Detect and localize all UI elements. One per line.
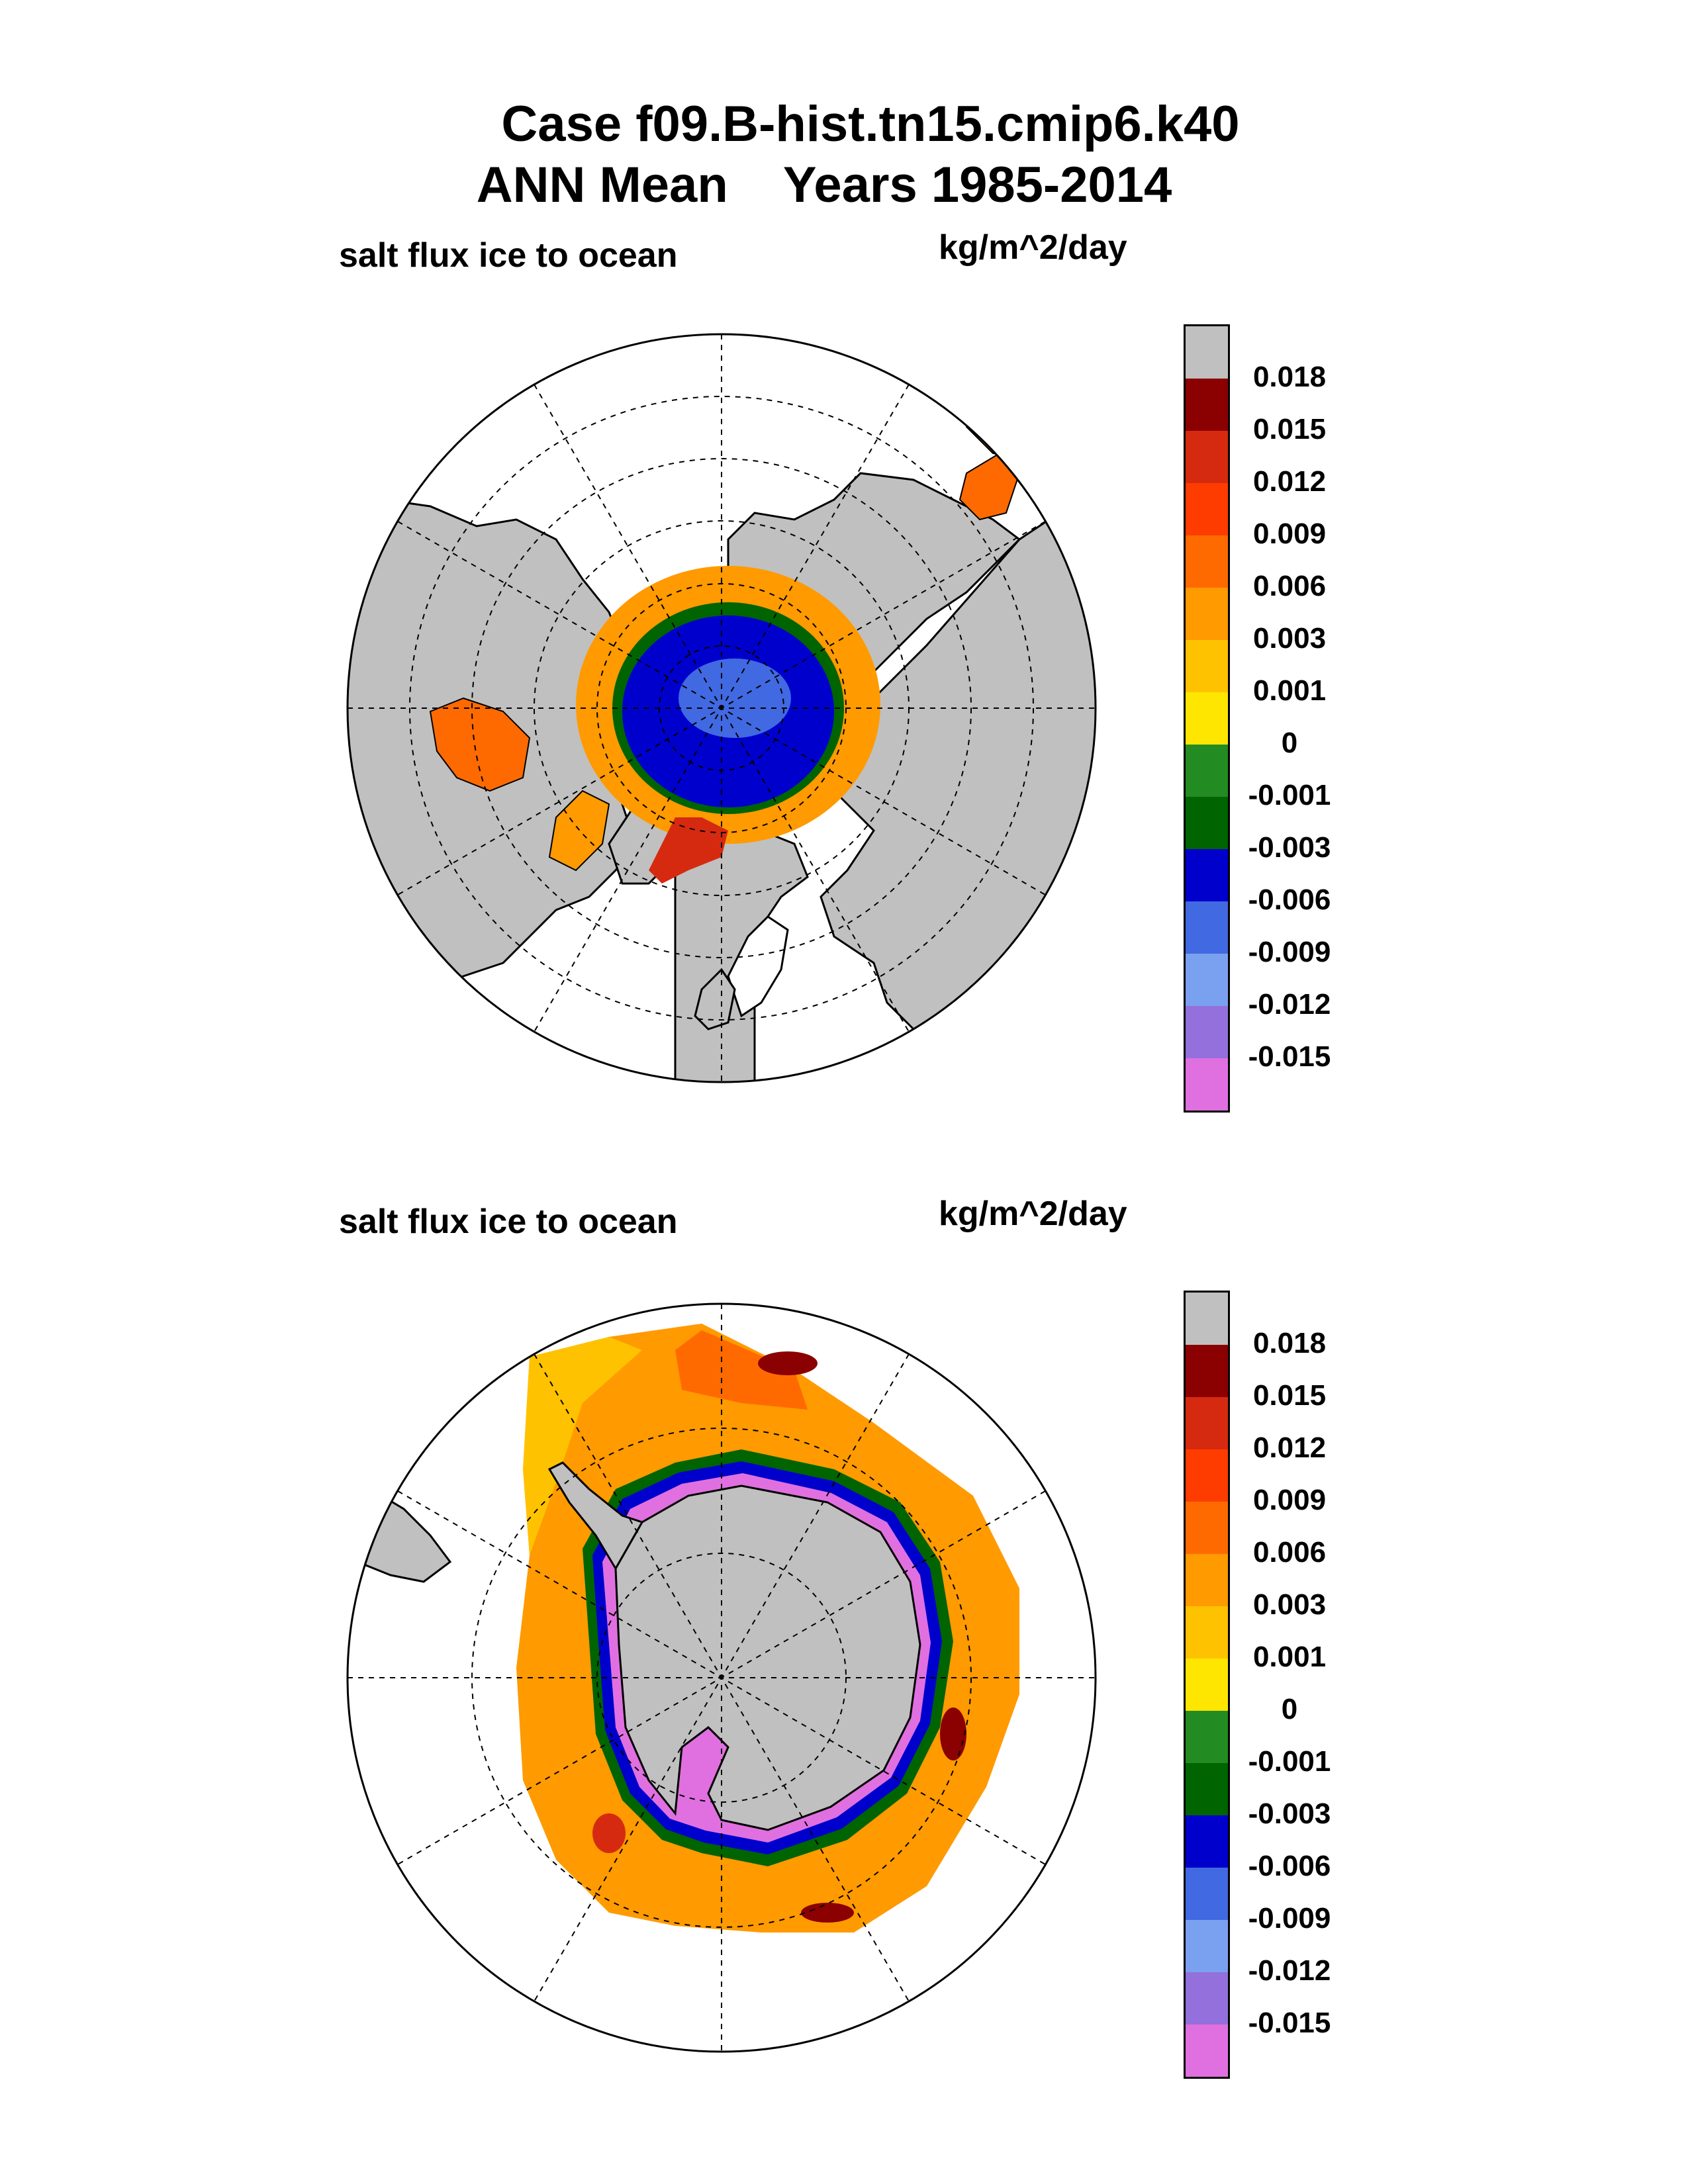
south-colorbar-tick-label: 0.012 [1252, 1432, 1327, 1464]
south-colorbar-swatch [1186, 1449, 1228, 1502]
north-colorbar-swatch [1186, 379, 1228, 431]
north-colorbar-swatch [1186, 640, 1228, 692]
north-colorbar-swatch [1186, 849, 1228, 901]
south-colorbar-swatch [1186, 1554, 1228, 1606]
south-colorbar-swatch [1186, 1920, 1228, 1972]
south-graticule [348, 1304, 1096, 2052]
north-colorbar-tick-label: -0.006 [1248, 884, 1331, 916]
north-colorbar-tick-label: 0.012 [1252, 465, 1327, 498]
south-polar-map [346, 1302, 1097, 2053]
north-arctic-inner-blue [679, 659, 791, 738]
south-ice-band-red [675, 1330, 808, 1410]
north-colorbar-tick-label: -0.003 [1248, 831, 1331, 864]
north-colorbar-swatch [1186, 326, 1228, 379]
north-colorbar-tick-label: 0.015 [1252, 413, 1327, 445]
south-colorbar-tick-label: 0.006 [1252, 1536, 1327, 1569]
south-colorbar-swatch [1186, 1659, 1228, 1711]
north-colorbar-tick-label: 0.006 [1252, 570, 1327, 602]
north-colorbar-tick-label: -0.001 [1248, 779, 1331, 811]
north-colorbar-frame [1184, 324, 1230, 1113]
south-colorbar-swatch [1186, 1606, 1228, 1659]
north-colorbar-tick-label: -0.015 [1248, 1040, 1331, 1073]
north-hudson-bay-ice [429, 697, 531, 792]
north-colorbar-swatch [1186, 431, 1228, 483]
main-title-line1: Case f09.B-hist.tn15.cmip6.k40 [501, 96, 1240, 152]
north-colorbar-tick-label: -0.012 [1248, 988, 1331, 1021]
south-colorbar-swatch [1186, 2025, 1228, 2077]
south-ice-spot-darkred-2 [940, 1707, 966, 1760]
south-colorbar-tick-label: 0.015 [1252, 1379, 1327, 1412]
south-ice-spot-red-4 [592, 1813, 626, 1853]
north-colorbar-swatch [1186, 1006, 1228, 1058]
north-panel-units-label: kg/m^2/day [939, 228, 1127, 267]
north-colorbar-swatch [1186, 745, 1228, 797]
south-panel-variable-label: salt flux ice to ocean [339, 1203, 678, 1241]
south-colorbar-swatch [1186, 1972, 1228, 2025]
north-colorbar-swatch [1186, 797, 1228, 849]
south-colorbar-tick-label: -0.001 [1248, 1745, 1331, 1778]
south-colorbar-swatch [1186, 1502, 1228, 1554]
south-colorbar-tick-label: -0.003 [1248, 1797, 1331, 1830]
north-okhotsk-ice [1031, 419, 1096, 527]
south-colorbar-tick-label: 0.001 [1252, 1641, 1327, 1673]
south-colorbar-swatch [1186, 1868, 1228, 1920]
south-ice-band-yellow [523, 1337, 642, 1555]
north-colorbar-tick-label: -0.009 [1248, 936, 1331, 968]
north-colorbar-swatch [1186, 535, 1228, 588]
south-land-antarctica [614, 1484, 921, 1831]
north-atlantic-ice-tongue [649, 817, 728, 884]
south-colorbar-swatch [1186, 1763, 1228, 1815]
south-colorbar-swatch [1186, 1815, 1228, 1868]
north-panel-variable-label: salt flux ice to ocean [339, 236, 678, 275]
main-title-line2: ANN Mean Years 1985-2014 [476, 157, 1172, 213]
south-colorbar-tick-label: -0.012 [1248, 1954, 1331, 1987]
north-colorbar-swatch [1186, 588, 1228, 640]
north-colorbar-tick-label: 0.003 [1252, 622, 1327, 655]
north-sea-baltic [727, 915, 789, 1018]
north-colorbar-swatch [1186, 954, 1228, 1006]
south-colorbar-swatch [1186, 1397, 1228, 1449]
north-colorbar-tick-label: 0.001 [1252, 674, 1327, 707]
north-colorbar-swatch [1186, 692, 1228, 745]
north-polar-map [346, 333, 1097, 1083]
south-colorbar-swatch [1186, 1293, 1228, 1345]
south-ice-spot-darkred-1 [801, 1903, 854, 1923]
north-colorbar-tick-label: 0 [1281, 727, 1298, 759]
north-map-border [346, 333, 1097, 1083]
south-colorbar-tick-label: 0.009 [1252, 1484, 1327, 1516]
south-colorbar-tick-label: -0.006 [1248, 1850, 1331, 1882]
north-colorbar-tick-label: 0.009 [1252, 518, 1327, 550]
south-colorbar-tick-label: 0.003 [1252, 1588, 1327, 1621]
south-ice-spot-darkred-3 [758, 1351, 818, 1375]
south-colorbar-tick-label: -0.015 [1248, 2007, 1331, 2039]
north-colorbar-swatch [1186, 483, 1228, 535]
north-colorbar-swatch [1186, 1058, 1228, 1111]
south-land-antarctic-peninsula [547, 1461, 644, 1570]
south-colorbar-tick-label: 0 [1281, 1693, 1298, 1725]
north-colorbar-swatch [1186, 901, 1228, 954]
south-colorbar-tick-label: 0.018 [1252, 1327, 1327, 1359]
south-panel-units-label: kg/m^2/day [939, 1195, 1127, 1233]
south-colorbar-tick-label: -0.009 [1248, 1902, 1331, 1934]
south-map-border [346, 1302, 1097, 2053]
south-colorbar-frame [1184, 1291, 1230, 2079]
south-colorbar-swatch [1186, 1711, 1228, 1763]
north-colorbar-tick-label: 0.018 [1252, 361, 1327, 393]
south-colorbar-swatch [1186, 1345, 1228, 1397]
north-graticule [348, 334, 1096, 1082]
